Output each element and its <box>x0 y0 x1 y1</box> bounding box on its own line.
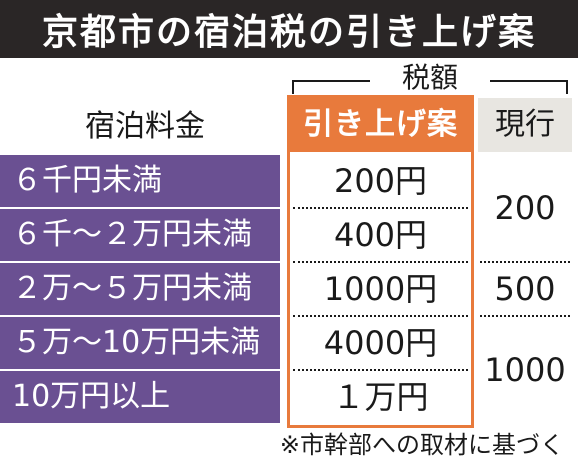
tax-group-label: 税額 <box>370 62 490 94</box>
fee-cell-3: ２万～５万円未満 <box>0 263 280 315</box>
fee-cell-5: 10万円以上 <box>0 371 280 423</box>
proposed-separator-2 <box>293 261 468 263</box>
proposed-separator-4 <box>293 369 468 371</box>
current-cell-3: 1000 <box>484 351 566 389</box>
fee-cell-1: ６千円未満 <box>0 155 280 207</box>
footnote: ※市幹部への取材に基づく <box>279 431 564 459</box>
current-cell-1: 200 <box>494 189 556 227</box>
current-separator-2 <box>480 315 570 317</box>
proposed-cell-5: １万円 <box>332 378 429 416</box>
current-separator-1 <box>480 261 570 263</box>
proposed-cell-3: 1000円 <box>323 270 438 308</box>
proposed-separator-1 <box>293 207 468 209</box>
column-header-proposed: 引き上げ案 <box>290 98 471 152</box>
page-title: 京都市の宿泊税の引き上げ案 <box>0 0 578 58</box>
proposed-cell-4: 4000円 <box>323 324 438 362</box>
column-header-fee: 宿泊料金 <box>85 109 205 144</box>
proposed-separator-3 <box>293 315 468 317</box>
column-header-current: 現行 <box>478 98 572 152</box>
fee-cell-4: ５万～10万円未満 <box>0 317 280 369</box>
current-cell-2: 500 <box>494 270 556 308</box>
proposed-cell-2: 400円 <box>333 216 428 254</box>
proposed-cell-1: 200円 <box>333 162 428 200</box>
fee-cell-2: ６千～２万円未満 <box>0 209 280 261</box>
